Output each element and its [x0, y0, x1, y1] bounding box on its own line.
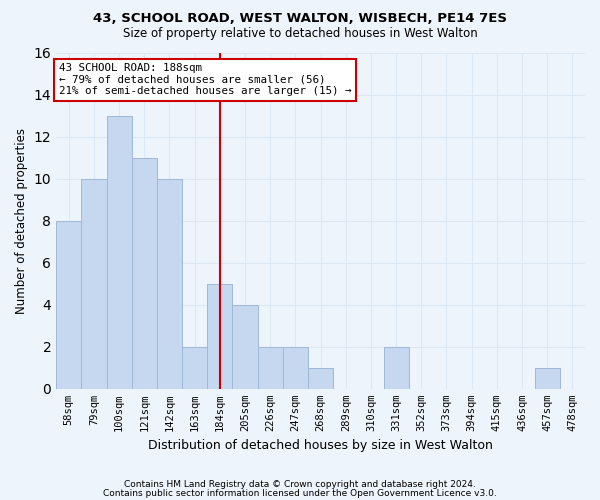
Bar — [308, 368, 333, 389]
Bar — [157, 179, 182, 389]
Bar — [257, 347, 283, 389]
Text: 43, SCHOOL ROAD, WEST WALTON, WISBECH, PE14 7ES: 43, SCHOOL ROAD, WEST WALTON, WISBECH, P… — [93, 12, 507, 26]
Text: Contains HM Land Registry data © Crown copyright and database right 2024.: Contains HM Land Registry data © Crown c… — [124, 480, 476, 489]
Text: Contains public sector information licensed under the Open Government Licence v3: Contains public sector information licen… — [103, 490, 497, 498]
X-axis label: Distribution of detached houses by size in West Walton: Distribution of detached houses by size … — [148, 440, 493, 452]
Bar — [535, 368, 560, 389]
Text: Size of property relative to detached houses in West Walton: Size of property relative to detached ho… — [122, 28, 478, 40]
Bar — [383, 347, 409, 389]
Bar — [56, 221, 82, 389]
Text: 43 SCHOOL ROAD: 188sqm
← 79% of detached houses are smaller (56)
21% of semi-det: 43 SCHOOL ROAD: 188sqm ← 79% of detached… — [59, 63, 352, 96]
Bar — [207, 284, 232, 389]
Bar — [82, 179, 107, 389]
Bar — [132, 158, 157, 389]
Y-axis label: Number of detached properties: Number of detached properties — [15, 128, 28, 314]
Bar — [182, 347, 207, 389]
Bar — [107, 116, 132, 389]
Bar — [232, 305, 257, 389]
Bar — [283, 347, 308, 389]
